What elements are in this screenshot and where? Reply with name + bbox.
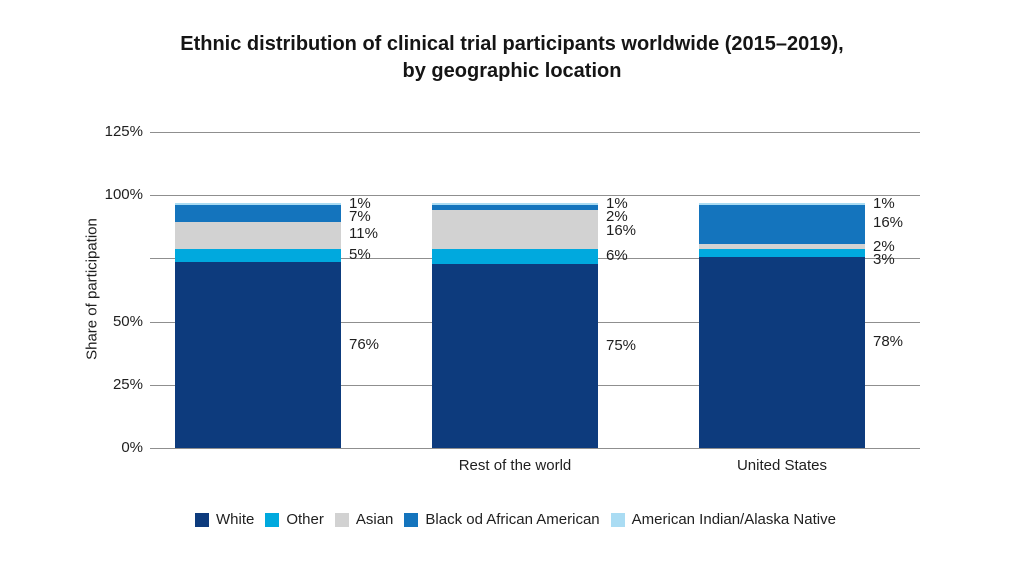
value-label: 1% xyxy=(873,194,895,212)
bar-segment-black-od-african-american xyxy=(699,205,865,245)
y-tick-label-50: 50% xyxy=(112,312,143,330)
legend-item-american-indian-alaska-native: American Indian/Alaska Native xyxy=(610,511,836,528)
legend-item-black-od-african-american: Black od African American xyxy=(404,511,600,528)
legend-label: Black od African American xyxy=(425,511,600,528)
legend-label: Asian xyxy=(355,511,394,528)
y-axis-title: Share of participation xyxy=(83,218,101,360)
bar-segment-black-od-african-american xyxy=(432,205,598,211)
chart-title-line2: by geographic location xyxy=(402,60,622,82)
legend-label: Other xyxy=(286,511,324,528)
gridline-0 xyxy=(150,448,920,449)
value-label: 16% xyxy=(606,221,637,239)
bar-segment-asian xyxy=(432,210,598,250)
bar-segment-black-od-african-american xyxy=(175,205,341,223)
bar-segment-other xyxy=(175,249,341,262)
bar-segment-white xyxy=(699,256,865,448)
value-label: 2% xyxy=(606,208,628,226)
value-label: 76% xyxy=(349,335,380,353)
bar-segment-asian xyxy=(699,244,865,250)
legend-swatch-icon xyxy=(404,512,419,527)
legend-swatch-icon xyxy=(610,512,625,527)
y-tick-label-125: 125% xyxy=(104,123,143,140)
value-label: 75% xyxy=(606,336,637,354)
value-label: 7% xyxy=(349,208,371,226)
value-label: 1% xyxy=(349,194,371,212)
y-tick-label-100: 100% xyxy=(104,186,143,204)
bar-segment-american-indian-alaska-native xyxy=(699,202,865,206)
chart-title-line1: Ethnic distribution of clinical trial pa… xyxy=(180,33,844,55)
legend-item-other: Other xyxy=(265,511,324,528)
y-tick-label-25: 25% xyxy=(112,375,143,393)
legend-swatch-icon xyxy=(265,512,280,527)
bar-segment-other xyxy=(699,249,865,257)
value-label: 3% xyxy=(873,251,895,269)
bar-segment-american-indian-alaska-native xyxy=(432,202,598,206)
chart-title: Ethnic distribution of clinical trial pa… xyxy=(0,31,1024,85)
bar-segment-white xyxy=(175,261,341,448)
bar-segment-american-indian-alaska-native xyxy=(175,202,341,206)
x-category-label: Rest of the world xyxy=(458,457,572,474)
legend-swatch-icon xyxy=(195,512,209,527)
bar-segment-white xyxy=(432,264,598,448)
legend-item-white: White xyxy=(195,511,254,528)
legend: White Other Asian Black od African American… xyxy=(195,511,836,528)
legend-swatch-icon xyxy=(334,512,349,527)
value-label: 6% xyxy=(606,246,628,264)
y-tick-label-0: 0% xyxy=(121,439,143,456)
bar-segment-other xyxy=(432,249,598,265)
value-label: 16% xyxy=(873,213,904,231)
legend-label: American Indian/Alaska Native xyxy=(631,511,836,528)
value-label: 5% xyxy=(349,245,371,263)
gridline-100 xyxy=(150,195,920,197)
value-label: 1% xyxy=(606,194,628,212)
x-category-label: United States xyxy=(736,457,828,474)
legend-item-asian: Asian xyxy=(334,511,394,528)
bar-segment-asian xyxy=(175,222,341,250)
value-label: 2% xyxy=(873,237,895,255)
gridline-125 xyxy=(150,132,920,133)
value-label: 11% xyxy=(349,225,378,243)
value-label: 78% xyxy=(873,332,904,350)
legend-label: White xyxy=(216,511,255,528)
